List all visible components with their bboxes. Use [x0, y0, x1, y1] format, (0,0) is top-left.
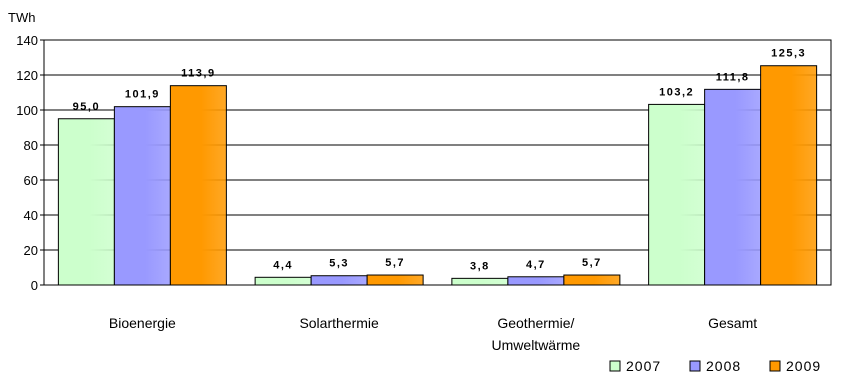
- data-label: 95,0: [73, 101, 100, 113]
- data-label: 101,9: [125, 89, 160, 101]
- legend: 2007 2008 2009: [609, 358, 821, 374]
- category-label: Bioenergie: [109, 315, 176, 331]
- legend-label: 2009: [786, 358, 821, 374]
- bar-2009: [169, 85, 227, 286]
- data-label: 125,3: [771, 48, 806, 60]
- data-label: 4,4: [273, 259, 293, 271]
- y-tick-label: 60: [24, 173, 38, 188]
- axes: [43, 39, 832, 286]
- data-label: 5,7: [582, 257, 602, 269]
- y-tick-label: 20: [24, 243, 38, 258]
- bar-2007: [648, 103, 706, 286]
- y-tick-label: 140: [16, 33, 38, 48]
- y-tick-label: 40: [24, 208, 38, 223]
- plot-frame: [43, 39, 832, 286]
- category-label: Solarthermie: [299, 315, 379, 331]
- data-label: 103,2: [659, 86, 694, 98]
- bar-2008: [113, 106, 171, 286]
- bar-2008: [310, 275, 368, 286]
- category-label: Umweltwärme: [492, 337, 581, 353]
- data-label: 4,7: [526, 259, 546, 271]
- category-label: Geothermie/: [497, 315, 574, 331]
- y-axis-ticks: 0 20 40 60 80 100 120 140: [16, 33, 44, 293]
- data-label: 3,8: [470, 260, 490, 272]
- legend-swatch: [609, 360, 621, 372]
- bar-2009: [563, 274, 621, 286]
- bar-2007: [451, 277, 509, 286]
- bar-2008: [507, 276, 565, 286]
- y-tick-label: 0: [31, 278, 38, 293]
- bar-2007: [254, 276, 312, 286]
- legend-label: 2008: [706, 358, 741, 374]
- bar-2009: [366, 274, 424, 286]
- data-label: 111,8: [716, 71, 750, 83]
- data-label: 5,3: [329, 258, 349, 270]
- y-tick-label: 120: [16, 68, 38, 83]
- data-label: 5,7: [385, 257, 405, 269]
- legend-swatch: [689, 360, 701, 372]
- bar-2009: [760, 65, 818, 286]
- bar-2007: [57, 118, 115, 286]
- legend-swatch: [769, 360, 781, 372]
- data-label: 113,9: [181, 68, 215, 80]
- bars: [57, 65, 818, 286]
- category-labels: Bioenergie Solarthermie Geothermie/Umweltw…: [109, 315, 757, 353]
- data-labels: 95,0 101,9 113,9 4,4 5,3 5,7 3,8 4,7 5,7 103,2 111…: [73, 48, 806, 273]
- y-tick-label: 100: [16, 103, 38, 118]
- category-label: Gesamt: [708, 315, 757, 331]
- y-tick-label: 80: [24, 138, 38, 153]
- bar-2008: [704, 88, 762, 286]
- legend-label: 2007: [626, 358, 661, 374]
- y-unit-label: TWh: [8, 10, 35, 25]
